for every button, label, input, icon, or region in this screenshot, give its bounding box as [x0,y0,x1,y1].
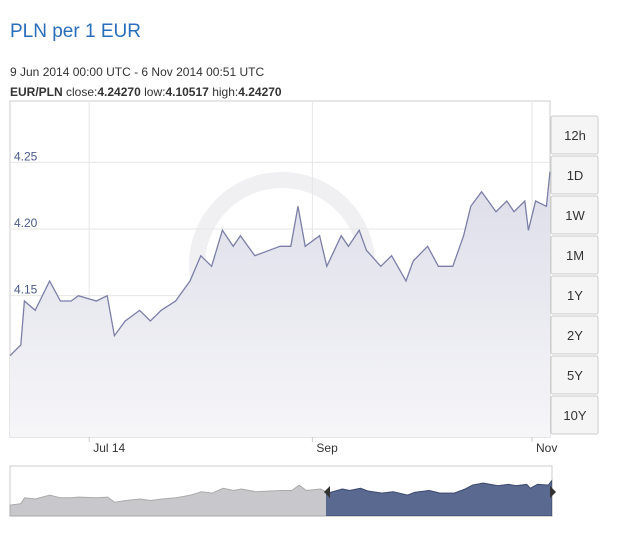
stat-label: high: [212,85,238,99]
range-button[interactable]: 1W [550,195,599,235]
button-label[interactable]: 1D [567,168,584,183]
y-tick-label: 4.20 [14,216,38,230]
button-label[interactable]: 1M [566,248,584,263]
subtitle: 9 Jun 2014 00:00 UTC - 6 Nov 2014 00:51 … [10,65,264,79]
button-bg [550,355,599,395]
y-tick-label: 4.15 [14,283,38,297]
button-label[interactable]: 10Y [563,408,586,423]
button-label[interactable]: 2Y [567,328,583,343]
button-bg [550,115,599,155]
area-fill [10,171,550,437]
range-button[interactable]: 10Y [550,395,599,435]
button-bg [550,275,599,315]
button-bg [550,195,599,235]
stat-label: low: [144,85,165,99]
handle[interactable] [550,486,556,498]
pair: EUR/PLN [10,85,63,99]
handle[interactable] [324,486,330,498]
button-bg [550,315,599,355]
stat-label: close: [66,85,97,99]
button-label[interactable]: 1W [565,208,585,223]
range-button[interactable]: 2Y [550,315,599,355]
chart-title: PLN per 1 EUR [10,21,141,42]
stat-value: 4.24270 [97,85,141,99]
line [9,171,551,357]
y-tick-label: 4.25 [14,149,38,163]
navigator-selected [326,479,552,516]
range-button[interactable]: 1D [550,155,599,195]
stat-value: 4.24270 [238,85,282,99]
stats-line: EUR/PLN close:4.24270 low:4.10517 high:4… [10,85,282,99]
range-button[interactable]: 12h [550,115,599,155]
range-button[interactable]: 5Y [550,355,599,395]
x-tick-label: Jul 14 [93,441,125,455]
stat-value: 4.10517 [165,85,209,99]
x-tick-label: Sep [316,441,338,455]
button-bg [550,155,599,195]
range-button[interactable]: 1M [550,235,599,275]
x-tick-label: Nov [536,441,557,455]
button-bg [550,395,599,435]
button-label[interactable]: 5Y [567,368,583,383]
button-label[interactable]: 1Y [567,288,583,303]
range-button[interactable]: 1Y [550,275,599,315]
button-label[interactable]: 12h [564,128,586,143]
button-bg [550,235,599,275]
